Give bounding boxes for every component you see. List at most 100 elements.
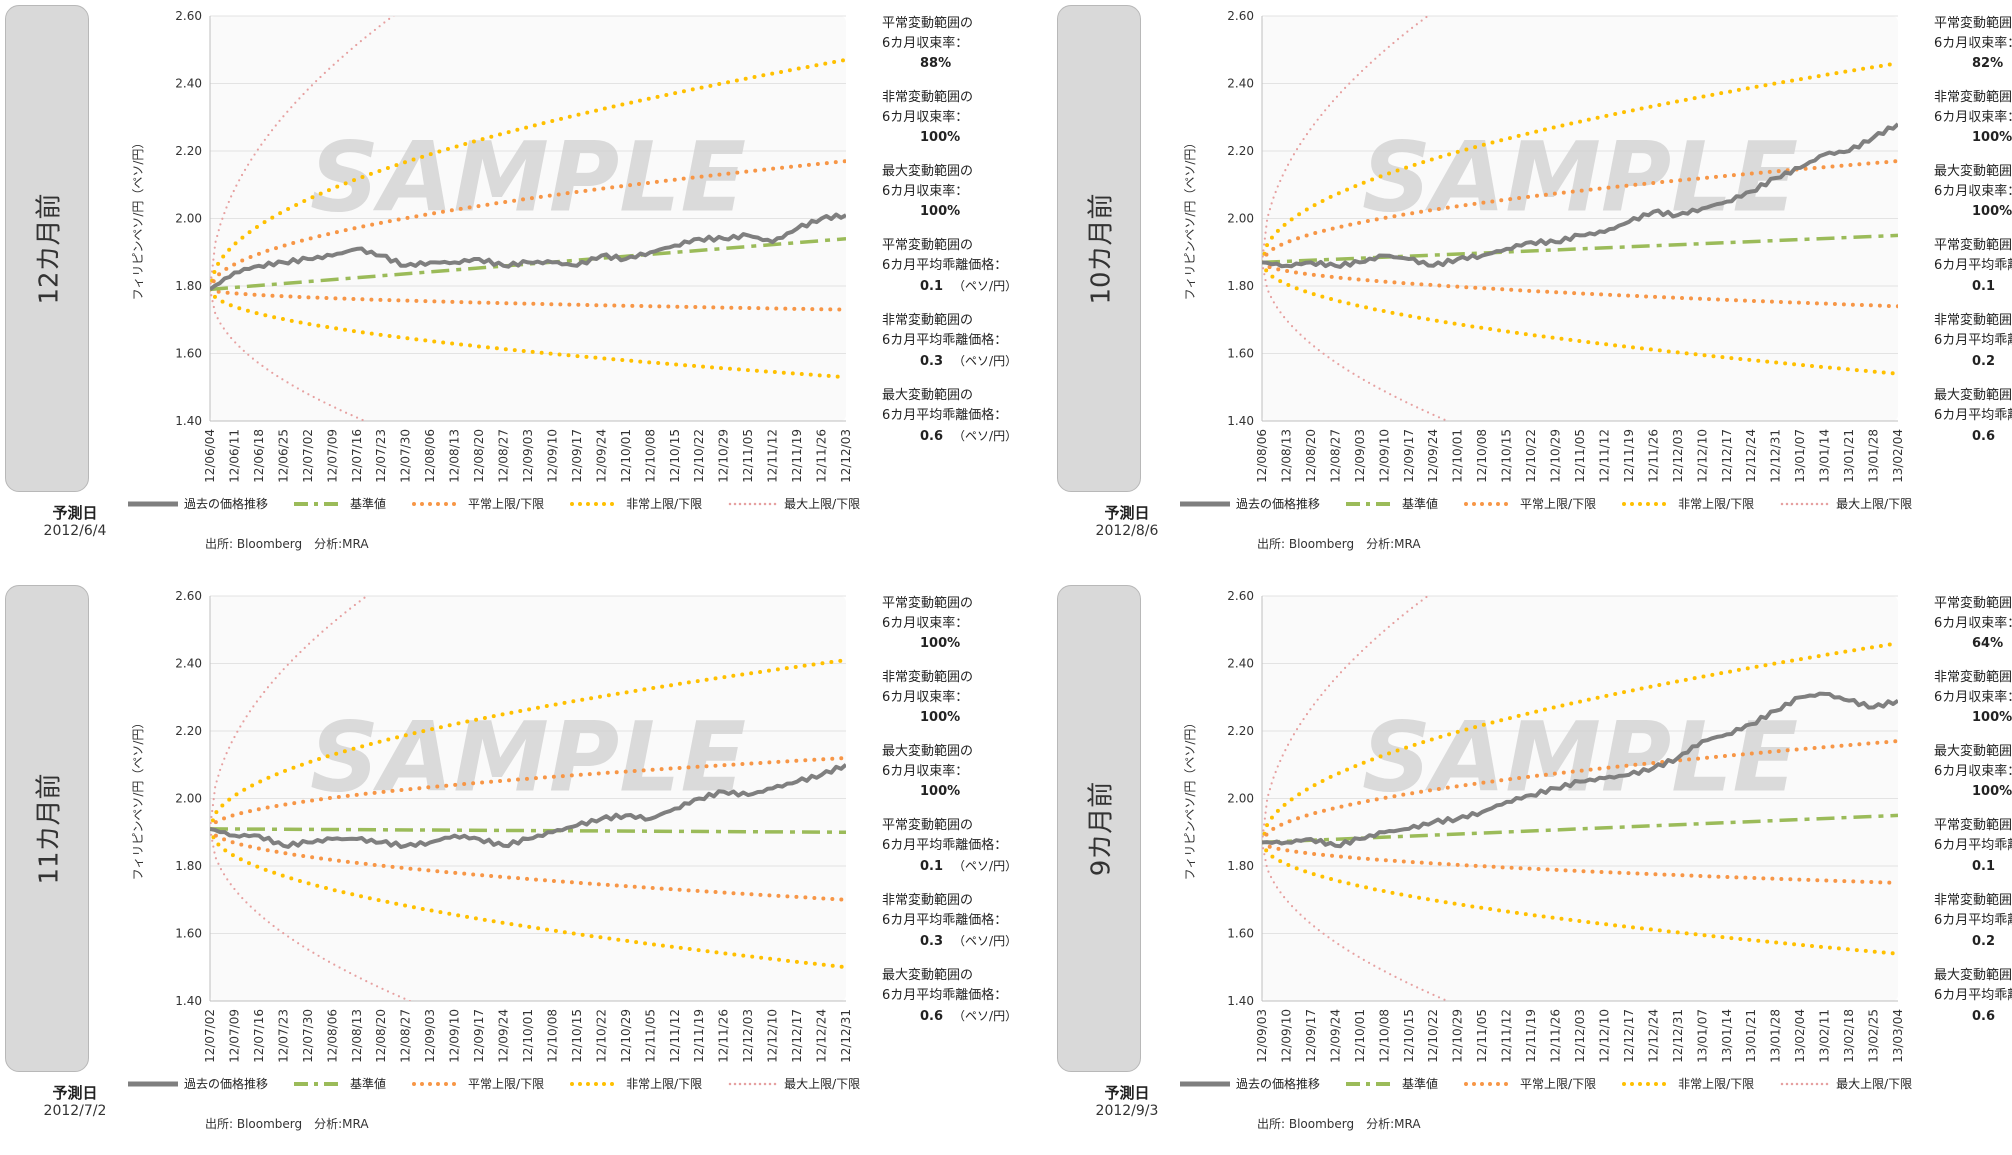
- legend-label-base: 基準値: [1402, 1077, 1439, 1091]
- period-tab-label: 10カ月前: [1086, 192, 1117, 305]
- source-note: 出所: Bloomberg 分析:MRA: [1257, 537, 1421, 551]
- stat-label-line2: 6カ月平均乖離価格：: [882, 258, 1008, 273]
- x-tick-label: 12/08/13: [350, 1009, 364, 1063]
- stat-value: 100%: [1972, 130, 2012, 145]
- legend-swatch-normal: [412, 501, 463, 506]
- stat-value: 0.2: [1972, 934, 1996, 949]
- y-tick-label: 1.40: [1227, 994, 1254, 1008]
- x-tick-label: 12/11/05: [741, 429, 755, 483]
- stats-panel: 平常変動範囲の 6カ月収束率： 100% 非常変動範囲の 6カ月収束率： 100% 最大変動…: [882, 594, 1032, 1041]
- y-tick-label: 1.40: [175, 414, 202, 428]
- x-tick-label: 13/02/18: [1842, 1009, 1856, 1063]
- series-abnormal-upper: [1262, 641, 1898, 845]
- stat-label-line1: 最大変動範囲の: [882, 968, 974, 983]
- x-tick-label: 12/10/22: [692, 429, 706, 483]
- series-base: [1262, 813, 1898, 845]
- stat-value: 88%: [920, 56, 952, 71]
- x-tick-label: 13/03/04: [1891, 1009, 1905, 1063]
- y-tick-label: 1.80: [1227, 859, 1254, 873]
- stat-label-line2: 6カ月平均乖離価格：: [1934, 838, 2012, 853]
- y-tick-label: 2.60: [1227, 589, 1254, 603]
- stat-item: 非常変動範囲の 6カ月平均乖離価格： 0.3 （ペソ/円）: [882, 311, 1032, 372]
- stat-label-line1: 最大変動範囲の: [1934, 388, 2012, 403]
- x-tick-label: 12/10/22: [594, 1009, 608, 1063]
- stat-value-row: 100%: [1934, 782, 2012, 802]
- x-tick-label: 13/02/04: [1891, 429, 1905, 483]
- y-tick-label: 1.60: [1227, 927, 1254, 941]
- stat-value-row: 100%: [882, 634, 1032, 654]
- stat-item: 非常変動範囲の 6カ月収束率： 100%: [1934, 668, 2012, 728]
- series-group: [210, 16, 846, 421]
- series-normal-lower: [1262, 840, 1898, 885]
- stat-value: 0.1: [920, 859, 944, 874]
- series-history: [210, 763, 846, 849]
- chart-legend: 過去の価格推移 基準値 平常上限/下限 非常上限/下限 最大上限/下限: [128, 495, 886, 512]
- x-tick-label: 12/08/06: [423, 429, 437, 483]
- stat-item: 非常変動範囲の 6カ月平均乖離価格： 0.2 （ペソ/円）: [1934, 311, 2012, 372]
- stat-label-line1: 最大変動範囲の: [1934, 164, 2012, 179]
- stat-value-row: 100%: [882, 128, 1032, 148]
- x-tick-label: 13/01/07: [1793, 429, 1807, 483]
- watermark: SAMPLE: [310, 121, 746, 233]
- legend-swatch-history: [128, 501, 178, 506]
- series-base: [1262, 233, 1898, 265]
- legend-swatch-normal: [1464, 501, 1515, 506]
- legend-item-max: 最大上限/下限: [728, 1075, 860, 1092]
- legend-label-normal: 平常上限/下限: [468, 1077, 545, 1091]
- series-abnormal-upper: [1262, 61, 1898, 265]
- stat-value-row: 0.1 （ペソ/円）: [1934, 276, 2012, 297]
- stat-label-line2: 6カ月収束率：: [882, 764, 969, 779]
- x-tick-label: 12/06/25: [276, 429, 290, 483]
- stat-value-row: 0.3 （ペソ/円）: [882, 351, 1032, 372]
- stat-unit: （ペソ/円）: [953, 859, 1018, 873]
- x-tick-label: 12/09/10: [448, 1009, 462, 1063]
- x-tick-label: 13/01/21: [1842, 429, 1856, 483]
- stat-value-row: 100%: [1934, 128, 2012, 148]
- stat-label-line1: 非常変動範囲の: [1934, 670, 2012, 685]
- x-tick-label: 12/09/17: [1304, 1009, 1318, 1063]
- stat-value-row: 0.2 （ペソ/円）: [1934, 351, 2012, 372]
- legend-swatch-base: [294, 1081, 345, 1086]
- y-tick-label: 1.80: [1227, 279, 1254, 293]
- stat-value-row: 0.1 （ペソ/円）: [882, 856, 1032, 877]
- stat-item: 最大変動範囲の 6カ月平均乖離価格： 0.6 （ペソ/円）: [1934, 386, 2012, 447]
- stat-item: 平常変動範囲の 6カ月平均乖離価格： 0.1 （ペソ/円）: [1934, 236, 2012, 297]
- legend-item-abnormal: 非常上限/下限: [1622, 495, 1754, 512]
- x-tick-label: 12/09/10: [1279, 1009, 1293, 1063]
- stat-value-row: 0.6 （ペソ/円）: [1934, 1006, 2012, 1027]
- stat-value: 82%: [1972, 56, 2004, 71]
- x-tick-label: 12/07/16: [252, 1009, 266, 1063]
- watermark: SAMPLE: [1362, 701, 1798, 813]
- stat-value: 0.6: [920, 1009, 944, 1024]
- legend-item-normal: 平常上限/下限: [1464, 495, 1596, 512]
- stat-unit: （ペソ/円）: [953, 429, 1018, 443]
- x-tick-label: 12/08/13: [448, 429, 462, 483]
- legend-item-base: 基準値: [294, 495, 386, 512]
- stat-label-line1: 非常変動範囲の: [1934, 893, 2012, 908]
- stat-unit: （ペソ/円）: [2005, 934, 2012, 948]
- x-tick-label: 12/09/03: [1353, 429, 1367, 483]
- forecast-date-value: 2012/6/4: [43, 523, 107, 539]
- forecast-date-title: 予測日: [52, 504, 98, 522]
- stat-value: 64%: [1972, 636, 2004, 651]
- stat-item: 非常変動範囲の 6カ月平均乖離価格： 0.3 （ペソ/円）: [882, 891, 1032, 952]
- series-group: [1262, 596, 1898, 1001]
- stats-panel: 平常変動範囲の6カ月収束率：64%非常変動範囲の6カ月収束率：100%最大変動範…: [1934, 594, 2012, 1041]
- x-tick-label: 12/09/24: [594, 429, 608, 483]
- x-tick-label: 12/07/23: [276, 1009, 290, 1063]
- stat-label-line2: 6カ月収束率：: [1934, 764, 2012, 779]
- legend-item-history: 過去の価格推移: [1180, 495, 1320, 512]
- stat-item: 非常変動範囲の 6カ月平均乖離価格： 0.2 （ペソ/円）: [1934, 891, 2012, 952]
- x-tick-label: 12/12/24: [1646, 1009, 1660, 1063]
- series-history: [1262, 122, 1898, 269]
- x-tick-label: 12/09/10: [1377, 429, 1391, 483]
- x-tick-label: 12/10/29: [717, 429, 731, 483]
- series-normal-lower: [210, 826, 846, 902]
- stat-label-line2: 6カ月収束率：: [882, 616, 969, 631]
- forecast-chart: 1.40 1.60 1.80 2.00 2.20 2.40 2.60 フィリピンペソ/円（ペソ…: [1183, 9, 1905, 483]
- legend-swatch-normal: [1464, 1081, 1515, 1086]
- x-tick-label: 12/12/17: [1622, 1009, 1636, 1063]
- x-tick-label: 12/10/15: [570, 1009, 584, 1063]
- y-tick-label: 1.80: [175, 859, 202, 873]
- stat-unit: （ペソ/円）: [2005, 279, 2012, 293]
